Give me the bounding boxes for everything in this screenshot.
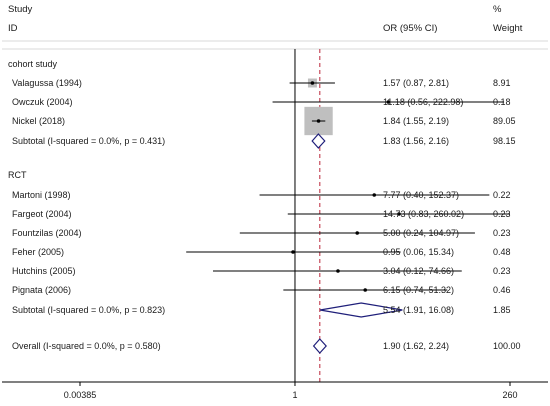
point-estimate (310, 81, 315, 85)
subtotal-weight: 98.15 (493, 136, 516, 146)
subtotal-label: Subtotal (I-squared = 0.0%, p = 0.431) (12, 136, 165, 146)
group-label: RCT (8, 170, 27, 180)
point-estimate (386, 100, 391, 104)
study-id: Valagussa (1994) (12, 78, 82, 88)
study-weight: 0.18 (493, 97, 511, 107)
x-tick-label: 260 (502, 390, 517, 400)
study-id: Martoni (1998) (12, 190, 71, 200)
study-id: Owczuk (2004) (12, 97, 73, 107)
plot-layer (186, 49, 510, 382)
study-id: Feher (2005) (12, 247, 64, 257)
overall-weight: 100.00 (493, 341, 521, 351)
study-weight: 8.91 (493, 78, 511, 88)
subtotal-or-ci: 5.54 (1.91, 16.08) (383, 305, 454, 315)
point-estimate (336, 269, 340, 273)
study-weight: 0.23 (493, 266, 511, 276)
text-layer: cohort study Valagussa (1994) 1.57 (0.87, … (8, 59, 521, 351)
point-estimate (291, 250, 295, 254)
overall-label: Overall (I-squared = 0.0%, p = 0.580) (12, 341, 161, 351)
study-or-ci: 3.04 (0.12, 74.66) (383, 266, 454, 276)
x-axis: 0.00385 1 260 (2, 381, 548, 400)
study-weight: 0.22 (493, 190, 511, 200)
study-id: Fountzilas (2004) (12, 228, 82, 238)
subtotal-or-ci: 1.83 (1.56, 2.16) (383, 136, 449, 146)
group-label: cohort study (8, 59, 58, 69)
subtotal-diamond (319, 302, 403, 318)
study-or-ci: 7.77 (0.40, 152.37) (383, 190, 459, 200)
study-weight: 0.46 (493, 285, 511, 295)
x-tick-label: 1 (292, 390, 297, 400)
header-id: ID (8, 23, 18, 34)
overall-diamond (312, 338, 327, 354)
study-weight: 0.23 (493, 209, 511, 219)
study-id: Fargeot (2004) (12, 209, 72, 219)
header-study: Study (8, 4, 33, 15)
point-estimate (372, 193, 377, 197)
study-weight: 89.05 (493, 116, 516, 126)
study-or-ci: 1.57 (0.87, 2.81) (383, 78, 449, 88)
study-or-ci: 14.73 (0.83, 260.02) (383, 209, 464, 219)
study-or-ci: 6.15 (0.74, 51.32) (383, 285, 454, 295)
header-percent: % (493, 4, 502, 15)
study-or-ci: 5.00 (0.24, 104.97) (383, 228, 459, 238)
subtotal-label: Subtotal (I-squared = 0.0%, p = 0.823) (12, 305, 165, 315)
x-tick-label: 0.00385 (64, 390, 97, 400)
study-weight: 0.48 (493, 247, 511, 257)
study-id: Nickel (2018) (12, 116, 65, 126)
subtotal-diamond (311, 133, 326, 149)
header-or-ci: OR (95% CI) (383, 23, 437, 34)
study-or-ci: 0.95 (0.06, 15.34) (383, 247, 454, 257)
study-or-ci: 11.18 (0.56, 222.98) (383, 97, 463, 107)
point-estimate (316, 119, 321, 123)
study-id: Pignata (2006) (12, 285, 71, 295)
study-or-ci: 1.84 (1.55, 2.19) (383, 116, 449, 126)
point-estimate (355, 231, 360, 235)
point-estimate (397, 212, 401, 216)
study-id: Hutchins (2005) (12, 266, 76, 276)
subtotal-weight: 1.85 (493, 305, 511, 315)
header-weight: Weight (493, 23, 523, 34)
point-estimate (363, 288, 368, 292)
study-weight: 0.23 (493, 228, 511, 238)
overall-or-ci: 1.90 (1.62, 2.24) (383, 341, 449, 351)
